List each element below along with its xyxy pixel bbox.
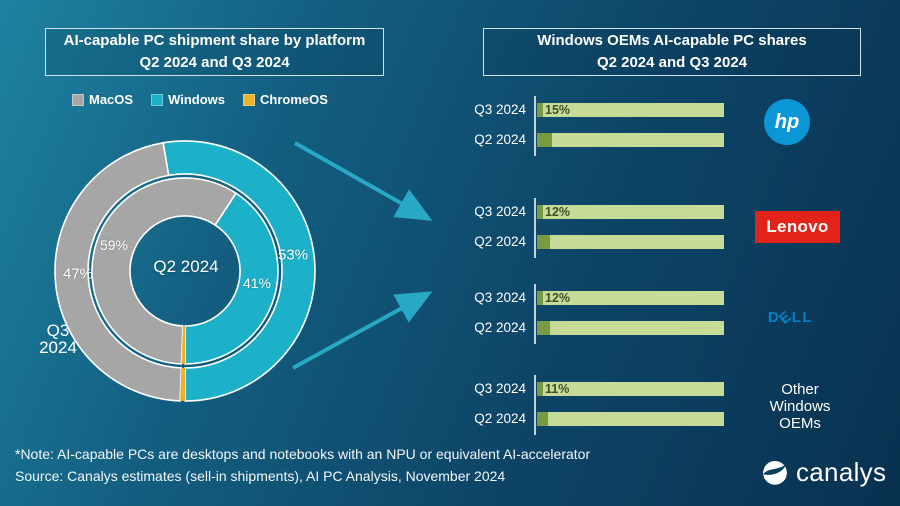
axis-line [534,284,536,344]
bar-dell-q2-2024 [537,321,724,335]
dell-logo: DELL [762,289,819,346]
bar-value-label: 15% [543,103,575,117]
macos-swatch [72,93,84,106]
footnotes: *Note: AI-capable PCs are desktops and n… [15,443,590,487]
legend-label: Windows [168,92,226,107]
donut-q3-2024-segment-chromeos [180,367,185,401]
bar-share-segment [537,133,552,147]
left-title-line2: Q2 2024 and Q3 2024 [139,54,290,71]
windows-swatch [151,93,164,106]
canalys-wordmark: canalys [796,456,887,487]
legend-item-windows: Windows [151,92,225,107]
platform-legend: MacOS Windows ChromeOS [72,92,328,107]
oem-group-hp: Q3 2024 15% Q2 2024 [450,96,870,156]
row-label-q3-2024: Q3 2024 [474,204,526,219]
right-title-line2: Q2 2024 and Q3 2024 [596,54,748,71]
hp-logo: hp [764,99,810,145]
bar-value-label: 12% [543,291,575,305]
row-label-q3-2024: Q3 2024 [474,381,526,396]
lenovo-logo-text: Lenovo [766,217,829,236]
right-chart-title: Windows OEMs AI-capable PC shares Q2 202… [483,28,861,76]
donut-svg [54,140,316,402]
row-label-q3-2024: Q3 2024 [474,290,526,305]
hp-logo-text: hp [774,110,800,133]
donut-label-macos-q3: 47% [62,265,94,283]
legend-label: MacOS [89,92,134,107]
axis-line [534,198,536,258]
donut-q2-2024-segment-chromeos [181,325,185,364]
donut-q3-2024-segment-macos [54,141,183,402]
bar-lenovo-q2-2024 [537,235,724,249]
donut-label-windows-q3: 53% [277,246,309,264]
bar-value-label: 11% [543,382,574,396]
bar-other-windows-oems-q3-2024: 11% [537,382,724,396]
left-chart-title: AI-capable PC shipment share by platform… [45,28,384,76]
donut-q3-2024-segment-windows [162,140,316,402]
canalys-logo: canalys [760,455,886,489]
bar-share-segment [537,321,551,335]
axis-line [534,375,536,435]
lenovo-logo: Lenovo [755,211,840,243]
note-line: *Note: AI-capable PCs are desktops and n… [15,446,591,462]
bar-share-segment [537,235,551,249]
bar-value-label: 12% [543,205,575,219]
chromeos-swatch [243,93,256,106]
oem-group-lenovo: Q3 2024 12% Q2 2024 [450,198,870,258]
bar-dell-q3-2024: 12% [537,291,724,305]
bar-other-windows-oems-q2-2024 [537,412,724,426]
canalys-icon [763,460,787,485]
right-title-line1: Windows OEMs AI-capable PC shares [537,31,807,49]
bar-hp-q3-2024: 15% [537,103,724,117]
row-label-q2-2024: Q2 2024 [474,234,526,249]
row-label-q2-2024: Q2 2024 [474,132,526,147]
oem-group-other-windows-oems: Q3 2024 11% Q2 2024 [450,375,870,435]
left-title-line1: AI-capable PC shipment share by platform [63,31,366,49]
other-windows-oems-label: Other Windows OEMs [769,381,831,432]
legend-item-chromeos: ChromeOS [243,92,328,107]
bar-lenovo-q3-2024: 12% [537,205,724,219]
row-label-q2-2024: Q2 2024 [474,320,526,335]
donut-q2-2024-segment-macos [91,177,238,365]
legend-item-macos: MacOS [72,92,133,107]
legend-label: ChromeOS [260,92,328,107]
donut-label-macos-q2: 59% [99,237,129,253]
oem-group-dell: Q3 2024 12% Q2 2024 [450,284,870,344]
dell-logo-text: DELL [767,307,814,328]
donut-outer-ring-label: Q3 2024 [39,321,77,357]
row-label-q2-2024: Q2 2024 [474,411,526,426]
donut-center-label: Q2 2024 [153,257,219,276]
bar-share-segment [537,412,549,426]
donut-chart: 59% 47% 53% 41% Q2 2024 Q3 2024 [39,126,330,416]
row-label-q3-2024: Q3 2024 [474,102,526,117]
bar-hp-q2-2024 [537,133,724,147]
donut-label-windows-q2: 41% [242,275,272,291]
axis-line [534,96,536,156]
source-line: Source: Canalys estimates (sell-in shipm… [15,468,506,484]
donut-q2-2024-segment-windows [184,192,279,365]
